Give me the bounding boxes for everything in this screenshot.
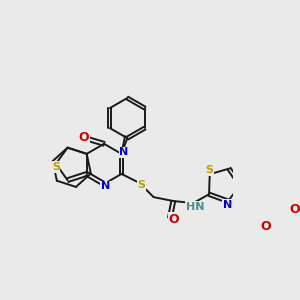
Text: S: S [52, 162, 60, 172]
Text: N: N [119, 147, 128, 157]
Text: S: S [138, 180, 146, 190]
Text: S: S [206, 165, 214, 175]
Text: N: N [223, 200, 232, 210]
Text: O: O [260, 220, 271, 233]
Text: O: O [289, 203, 299, 217]
Text: O: O [78, 130, 89, 144]
Text: O: O [169, 213, 179, 226]
Text: HN: HN [186, 202, 204, 212]
Text: N: N [101, 181, 110, 191]
